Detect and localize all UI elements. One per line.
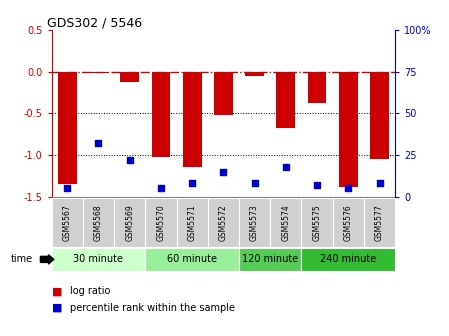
- Bar: [52, 198, 83, 247]
- Bar: [145, 248, 239, 271]
- Text: time: time: [11, 254, 33, 264]
- Point: [189, 180, 196, 186]
- Text: GSM5570: GSM5570: [156, 204, 165, 241]
- Point: [220, 169, 227, 174]
- Point: [64, 185, 71, 191]
- Bar: [120, 72, 139, 82]
- Bar: [301, 248, 395, 271]
- Bar: [308, 72, 326, 103]
- Text: ■: ■: [52, 303, 62, 313]
- Bar: [277, 72, 295, 128]
- Bar: [183, 72, 202, 167]
- Point: [126, 157, 133, 163]
- Text: GSM5577: GSM5577: [375, 204, 384, 241]
- Text: GSM5574: GSM5574: [282, 204, 291, 241]
- Bar: [83, 198, 114, 247]
- Bar: [370, 72, 389, 159]
- Point: [251, 180, 258, 186]
- Text: 120 minute: 120 minute: [242, 254, 298, 264]
- Bar: [339, 72, 358, 186]
- Bar: [239, 198, 270, 247]
- Bar: [239, 248, 301, 271]
- Point: [95, 141, 102, 146]
- Bar: [208, 198, 239, 247]
- Text: GSM5568: GSM5568: [94, 204, 103, 241]
- Bar: [114, 198, 145, 247]
- Text: GSM5571: GSM5571: [188, 204, 197, 241]
- Point: [313, 182, 321, 187]
- Text: GSM5572: GSM5572: [219, 204, 228, 241]
- Point: [157, 185, 164, 191]
- Bar: [301, 198, 333, 247]
- Bar: [270, 198, 301, 247]
- Text: 30 minute: 30 minute: [74, 254, 123, 264]
- Bar: [58, 72, 77, 184]
- Point: [376, 180, 383, 186]
- Text: ■: ■: [52, 286, 62, 296]
- Point: [345, 185, 352, 191]
- Bar: [145, 198, 176, 247]
- Text: log ratio: log ratio: [70, 286, 110, 296]
- Text: GSM5576: GSM5576: [344, 204, 353, 241]
- Text: percentile rank within the sample: percentile rank within the sample: [70, 303, 234, 313]
- Bar: [364, 198, 395, 247]
- Bar: [333, 198, 364, 247]
- Text: GSM5569: GSM5569: [125, 204, 134, 241]
- Bar: [89, 72, 108, 74]
- Bar: [52, 248, 145, 271]
- Bar: [214, 72, 233, 115]
- Bar: [176, 198, 208, 247]
- Text: GDS302 / 5546: GDS302 / 5546: [47, 17, 142, 30]
- Text: GSM5575: GSM5575: [313, 204, 321, 241]
- Bar: [152, 72, 170, 157]
- Text: 240 minute: 240 minute: [320, 254, 376, 264]
- Bar: [245, 72, 264, 76]
- Point: [282, 164, 290, 169]
- Text: GSM5573: GSM5573: [250, 204, 259, 241]
- Text: 60 minute: 60 minute: [167, 254, 217, 264]
- Text: GSM5567: GSM5567: [63, 204, 72, 241]
